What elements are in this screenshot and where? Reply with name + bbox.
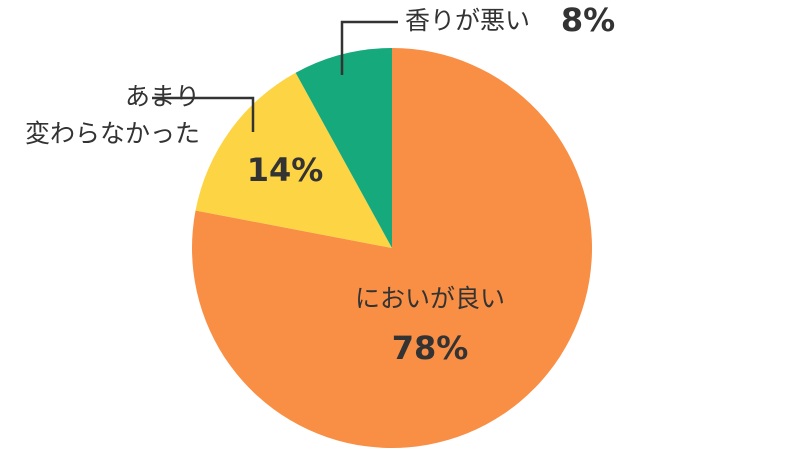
value-label: 8% <box>561 1 615 39</box>
leader-line <box>152 96 255 132</box>
label-line: 香りが悪い <box>405 6 530 35</box>
value-label: 78% <box>392 329 469 367</box>
leader-line <box>340 20 398 75</box>
label-line: 変わらなかった <box>25 119 200 148</box>
label-line: あまり <box>125 82 200 111</box>
value-label: 14% <box>247 151 324 189</box>
slice-label: あまり変わらなかった <box>25 82 200 148</box>
slice-label: 香りが悪い <box>405 6 530 35</box>
label-line: においが良い <box>355 284 505 313</box>
slice-label: においが良い <box>355 284 505 313</box>
pie-slice <box>295 48 392 248</box>
pie-slice <box>195 72 392 248</box>
